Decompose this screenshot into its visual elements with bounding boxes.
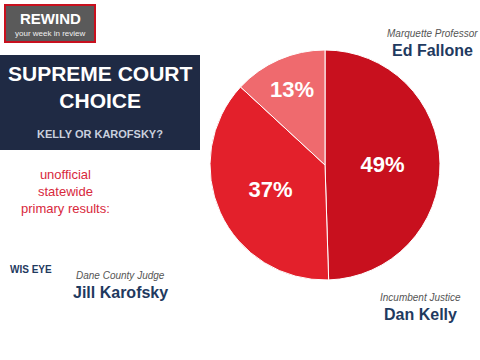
svg-text:your week in review: your week in review: [15, 29, 85, 38]
svg-text:49%: 49%: [360, 152, 404, 177]
svg-text:Marquette Professor: Marquette Professor: [387, 28, 478, 39]
svg-text:unofficialstatewideprimary res: unofficialstatewideprimary results:: [21, 167, 110, 216]
svg-text:REWIND: REWIND: [20, 10, 81, 27]
svg-text:13%: 13%: [270, 77, 314, 102]
svg-text:Ed Fallone: Ed Fallone: [392, 42, 473, 59]
svg-text:Incumbent Justice: Incumbent Justice: [380, 292, 461, 303]
svg-text:Dan Kelly: Dan Kelly: [384, 306, 457, 323]
svg-text:WIS EYE: WIS EYE: [10, 264, 52, 275]
svg-text:37%: 37%: [249, 177, 293, 202]
svg-text:Jill Karofsky: Jill Karofsky: [73, 284, 168, 301]
svg-text:SUPREME COURTCHOICE: SUPREME COURTCHOICE: [8, 62, 193, 112]
svg-text:Dane County Judge: Dane County Judge: [76, 270, 165, 281]
svg-text:KELLY OR KAROFSKY?: KELLY OR KAROFSKY?: [37, 128, 163, 140]
